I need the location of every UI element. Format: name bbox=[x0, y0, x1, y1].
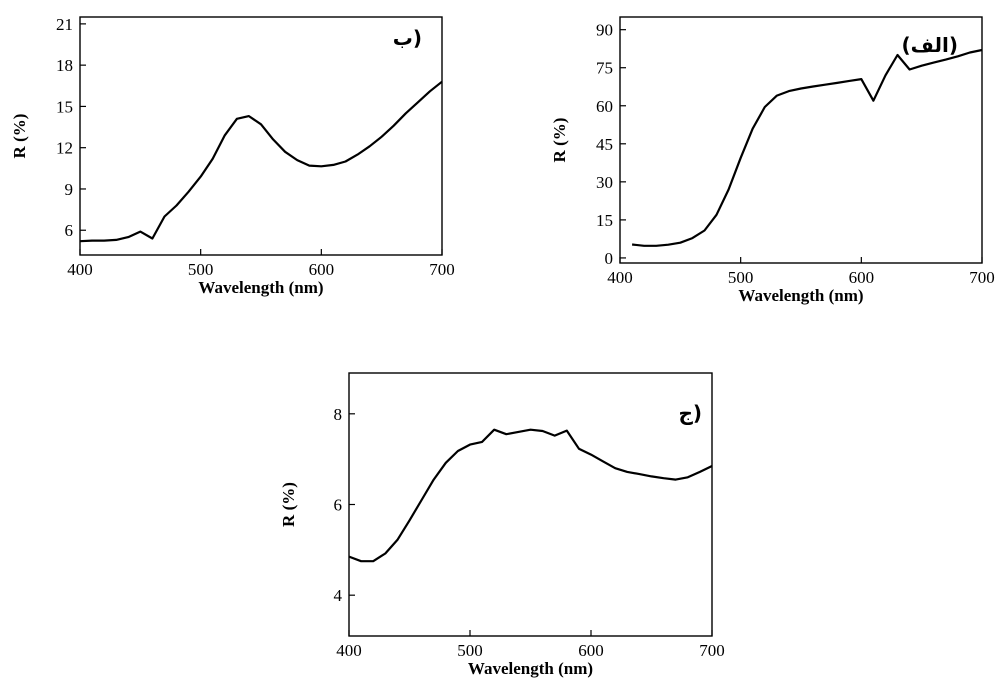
plot-frame bbox=[348, 372, 713, 637]
y-tick-label: 21 bbox=[56, 15, 73, 34]
x-tick-label: 500 bbox=[728, 268, 754, 287]
y-axis-label: R (%) bbox=[279, 482, 298, 527]
y-tick-label: 75 bbox=[596, 59, 613, 78]
x-tick-label: 400 bbox=[336, 641, 362, 660]
y-tick-label: 6 bbox=[334, 496, 343, 515]
panel-label: (ب bbox=[393, 26, 422, 50]
y-axis-label: R (%) bbox=[550, 118, 569, 163]
y-tick-label: 18 bbox=[56, 56, 73, 75]
x-tick-label: 700 bbox=[969, 268, 995, 287]
x-tick-label: 600 bbox=[849, 268, 875, 287]
y-tick-label: 60 bbox=[596, 97, 613, 116]
y-tick-label: 30 bbox=[596, 173, 613, 192]
x-tick-label: 500 bbox=[457, 641, 483, 660]
plot-frame bbox=[619, 16, 983, 264]
x-axis-label: Wavelength (nm) bbox=[198, 278, 323, 297]
y-tick-label: 6 bbox=[65, 221, 74, 240]
y-tick-label: 0 bbox=[605, 249, 614, 268]
x-axis-label: Wavelength (nm) bbox=[468, 659, 593, 678]
x-tick-label: 400 bbox=[67, 260, 93, 279]
y-tick-label: 9 bbox=[65, 180, 74, 199]
chart-b: 400 500 600 700 6 9 12 15 18 21 Wavelength (nm) R (… bbox=[10, 15, 455, 297]
series-line bbox=[79, 80, 443, 243]
x-tick-label: 700 bbox=[429, 260, 455, 279]
chart-alef: 400 500 600 700 0 15 30 45 60 75 90 Wavelength (nm)… bbox=[550, 16, 995, 305]
y-tick-label: 45 bbox=[596, 135, 613, 154]
x-tick-label: 600 bbox=[578, 641, 604, 660]
y-tick-label: 8 bbox=[334, 405, 343, 424]
y-axis-label: R (%) bbox=[10, 114, 29, 159]
y-tick-label: 15 bbox=[56, 97, 73, 116]
series-line bbox=[631, 48, 983, 247]
x-axis-label: Wavelength (nm) bbox=[738, 286, 863, 305]
series-line bbox=[348, 428, 713, 563]
y-tick-label: 4 bbox=[334, 586, 343, 605]
y-tick-label: 12 bbox=[56, 139, 73, 158]
plot-frame bbox=[79, 16, 443, 256]
x-tick-label: 700 bbox=[699, 641, 725, 660]
x-tick-label: 600 bbox=[309, 260, 335, 279]
panel-label: (ج bbox=[678, 401, 702, 425]
panel-label: (الف) bbox=[902, 33, 958, 57]
y-tick-label: 90 bbox=[596, 21, 613, 40]
x-tick-label: 400 bbox=[607, 268, 633, 287]
chart-j: 400 500 600 700 4 6 8 Wavelength (nm) R (%) (ج bbox=[279, 372, 725, 678]
y-tick-label: 15 bbox=[596, 211, 613, 230]
x-tick-label: 500 bbox=[188, 260, 214, 279]
